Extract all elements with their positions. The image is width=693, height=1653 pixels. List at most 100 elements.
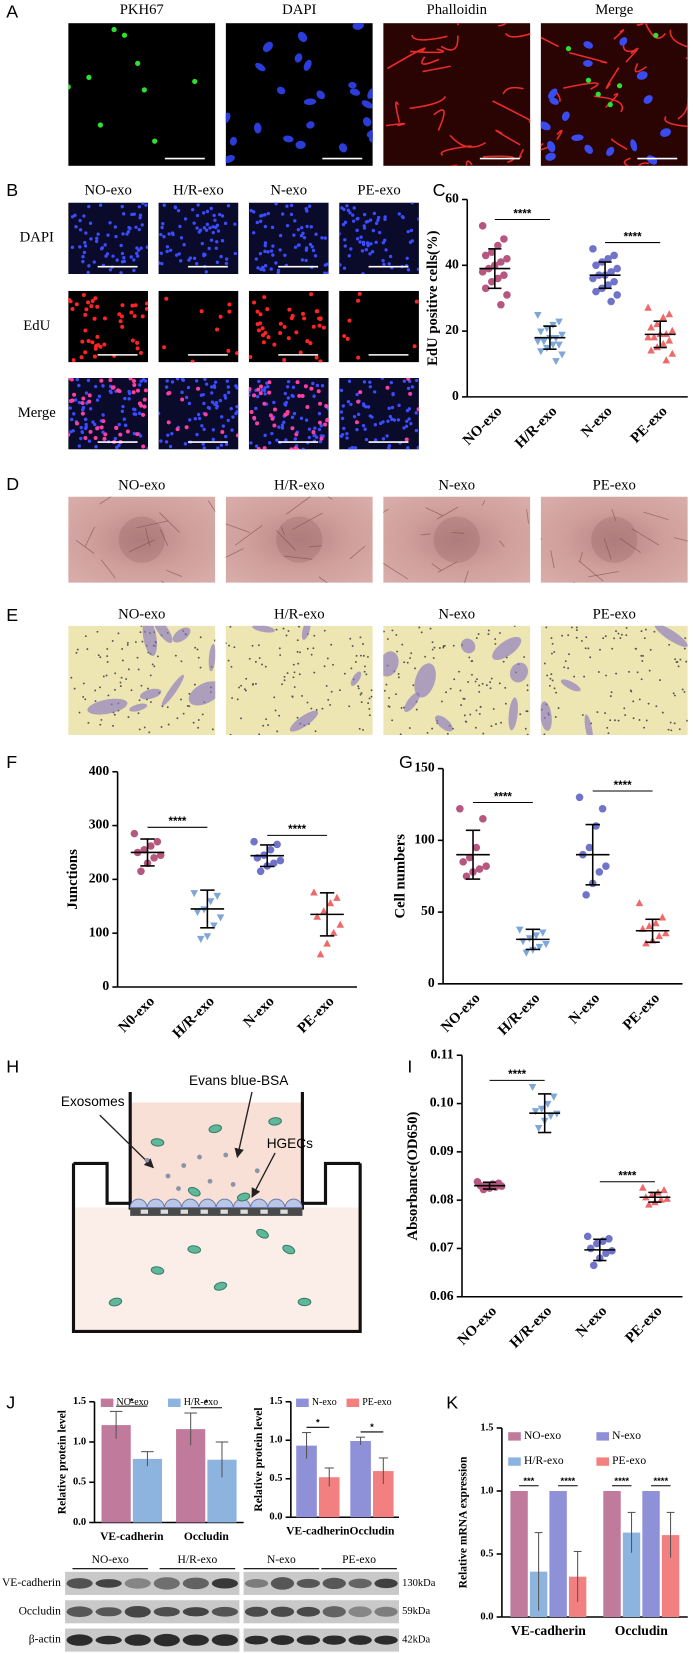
cell-dot: [205, 209, 210, 214]
cell-dot: [100, 246, 105, 250]
y-tick-label: 0.0: [73, 1517, 86, 1528]
cell-dot: [642, 654, 644, 657]
y-tick-label: 1.5: [480, 1422, 493, 1433]
cell-dot: [72, 412, 76, 416]
cell-dot: [679, 658, 682, 661]
cell-dot: [213, 639, 216, 642]
cell-dot: [386, 638, 389, 640]
y-tick-label: 60: [445, 191, 459, 206]
cell-dot: [607, 101, 613, 108]
cell-dot: [214, 401, 219, 405]
data-point: [488, 277, 496, 286]
cell-dot: [310, 707, 313, 710]
tube-line: [451, 532, 465, 534]
cell-dot: [407, 417, 411, 421]
cell-dot: [243, 688, 246, 691]
cell-dot: [197, 416, 202, 421]
cell-dot: [308, 242, 313, 247]
cell-dot: [305, 209, 309, 213]
cell-dot: [648, 669, 651, 672]
bsa-particle: [230, 1181, 236, 1187]
cell-dot: [102, 436, 107, 441]
blot-band: [270, 1577, 295, 1590]
cell-dot: [349, 247, 353, 251]
cell-dot: [355, 237, 360, 241]
cell-dot: [373, 438, 378, 442]
cell-dot: [405, 419, 409, 423]
cell-dot: [230, 428, 234, 432]
cell-dot: [81, 255, 85, 259]
x-tick-label: Occludin: [615, 1623, 668, 1638]
significance-label: ****: [168, 816, 186, 828]
cell-dot: [135, 346, 140, 351]
cell-dot: [635, 647, 638, 650]
tube-line: [283, 555, 313, 560]
bar: [350, 1441, 371, 1518]
migrated-cells: [404, 692, 420, 712]
y-tick-label: 0.5: [269, 1473, 282, 1484]
cell-dot: [418, 626, 421, 629]
cell-dot: [252, 415, 257, 420]
x-tick-label: N-exo: [240, 994, 277, 1031]
cell-dot: [487, 629, 490, 632]
data-point: [475, 865, 484, 873]
cell-dot: [182, 712, 185, 715]
cell-dot: [259, 384, 264, 389]
cell-dot: [205, 222, 210, 227]
tube-center: [433, 516, 480, 563]
cell-dot: [340, 416, 345, 421]
cell-dot: [115, 258, 119, 262]
cell-dot: [553, 651, 556, 653]
data-point: [276, 856, 285, 865]
cell-dot: [265, 718, 268, 721]
cell-dot: [267, 390, 272, 395]
cell-dot: [358, 727, 361, 730]
cell-dot: [80, 430, 84, 434]
cell-dot: [311, 248, 316, 253]
cell-dot: [604, 712, 607, 715]
cell-dot: [111, 640, 114, 642]
data-point: [555, 318, 563, 326]
bsa-particle: [197, 1154, 202, 1160]
cell-dot: [93, 296, 98, 301]
cell-dot: [166, 420, 171, 425]
cell-dot: [96, 232, 100, 236]
cell-dot: [318, 439, 323, 444]
cell-dot: [257, 644, 260, 647]
cell-dot: [274, 709, 277, 712]
cell-dot: [129, 310, 134, 315]
cell-dot: [396, 418, 401, 422]
data-point: [200, 906, 208, 914]
cell-dot: [92, 354, 97, 359]
cell-dot: [599, 648, 601, 651]
cell-dot: [300, 311, 305, 316]
cell-dot: [550, 637, 553, 640]
cell-dot: [273, 696, 276, 699]
cell-dot: [263, 392, 267, 396]
nucleus: [561, 111, 570, 121]
cell-dot: [104, 254, 108, 258]
image-background: [248, 202, 329, 275]
cell-dot: [188, 705, 191, 708]
cell-dot: [70, 417, 74, 422]
cell-dot: [263, 249, 267, 254]
significance-label: *: [130, 1396, 134, 1407]
cell-dot: [167, 232, 171, 236]
tube-line: [145, 527, 151, 547]
cell-dot: [141, 87, 147, 93]
cell-dot: [276, 730, 279, 733]
cell-dot: [329, 703, 332, 706]
cell-dot: [412, 344, 417, 349]
cell-dot: [362, 212, 367, 217]
cell-dot: [606, 726, 609, 729]
cell-dot: [367, 702, 370, 705]
cell-dot: [119, 243, 123, 248]
cell-dot: [196, 648, 199, 651]
tube-line: [437, 561, 458, 573]
cell-dot: [226, 390, 231, 395]
cell-dot: [192, 721, 195, 724]
blot-band: [374, 1578, 398, 1589]
cell-dot: [321, 707, 324, 710]
cell-dot: [358, 390, 363, 395]
cell-dot: [230, 665, 233, 668]
